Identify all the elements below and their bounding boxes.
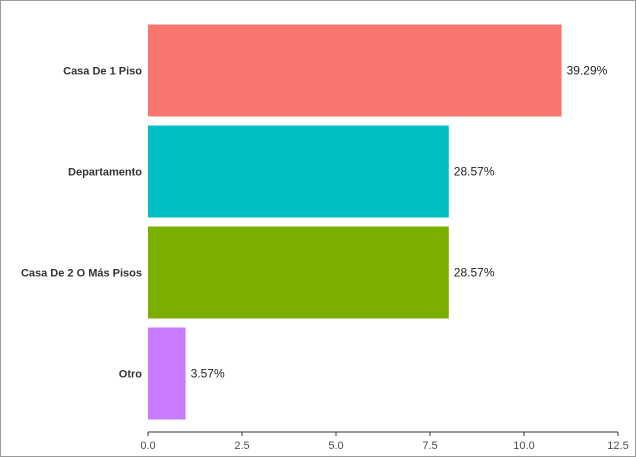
category-label-1: Departamento xyxy=(68,167,142,179)
data-label-0: 39.29% xyxy=(567,64,608,78)
bar-3 xyxy=(148,327,186,420)
data-label-1: 28.57% xyxy=(454,165,495,179)
data-label-2: 28.57% xyxy=(454,266,495,280)
bar-1 xyxy=(148,125,449,218)
category-label-3: Otro xyxy=(119,369,143,381)
x-axis: 0.0 2.5 5.0 7.5 10.0 12.5 xyxy=(140,431,629,452)
bar-0 xyxy=(148,24,562,117)
x-tick-label-2: 5.0 xyxy=(328,440,343,452)
category-label-2: Casa De 2 O Más Pisos xyxy=(21,268,142,280)
bar-2 xyxy=(148,226,449,319)
x-tick-label-3: 7.5 xyxy=(422,440,437,452)
data-label-3: 3.57% xyxy=(191,367,225,381)
bars-layer: Casa De 1 Piso 39.29% Departamento 28.57% Ca… xyxy=(21,24,608,420)
x-tick-label-0: 0.0 xyxy=(140,440,155,452)
x-tick-label-5: 12.5 xyxy=(607,440,628,452)
category-label-0: Casa De 1 Piso xyxy=(63,66,142,78)
x-tick-label-4: 10.0 xyxy=(513,440,534,452)
x-tick-label-1: 2.5 xyxy=(234,440,249,452)
